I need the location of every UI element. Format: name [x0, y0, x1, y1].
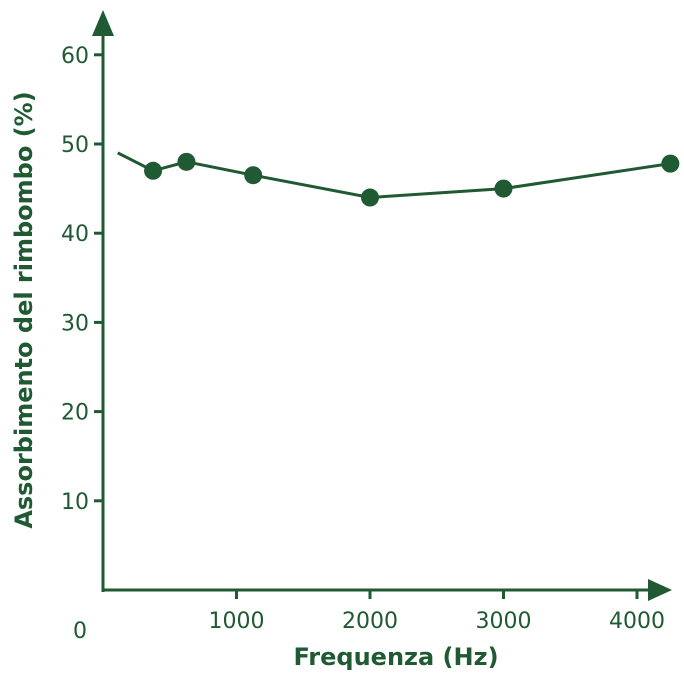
- x-tick-label-0: 0: [73, 619, 87, 644]
- x-ticks: 0 1000 2000 3000 4000: [73, 590, 665, 644]
- y-ticks: 10 20 30 40 50 60: [61, 44, 103, 515]
- data-point-375: [144, 161, 163, 180]
- y-tick-label-10: 10: [61, 490, 89, 515]
- y-tick-label-60: 60: [61, 44, 89, 69]
- data-point-3000: [494, 179, 513, 198]
- y-tick-label-30: 30: [61, 311, 89, 336]
- data-point-625: [177, 152, 196, 171]
- x-axis-title: Frequenza (Hz): [293, 643, 498, 671]
- data-point-1125: [244, 166, 263, 185]
- y-axis-title: Assorbimento del rimbombo (%): [10, 91, 38, 528]
- y-tick-label-20: 20: [61, 401, 89, 426]
- data-point-4250: [661, 154, 680, 173]
- y-tick-label-40: 40: [61, 222, 89, 247]
- x-axis-arrow: [648, 579, 672, 601]
- x-tick-label-1000: 1000: [209, 609, 265, 634]
- data-point-2000: [361, 188, 379, 207]
- x-tick-label-4000: 4000: [609, 609, 665, 634]
- data-series: [117, 151, 680, 207]
- axes: [92, 10, 672, 601]
- series-line-0: [117, 151, 671, 200]
- x-tick-label-3000: 3000: [476, 609, 532, 634]
- y-axis-arrow: [92, 10, 114, 36]
- x-tick-label-2000: 2000: [342, 609, 398, 634]
- y-tick-label-50: 50: [61, 133, 89, 158]
